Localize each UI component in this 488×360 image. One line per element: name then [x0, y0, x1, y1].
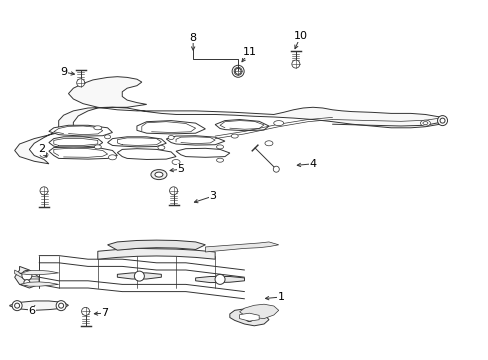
- Circle shape: [291, 60, 299, 68]
- Circle shape: [59, 303, 63, 308]
- Circle shape: [439, 118, 444, 123]
- Circle shape: [232, 65, 244, 77]
- Polygon shape: [239, 313, 259, 321]
- Text: 2: 2: [38, 144, 45, 154]
- Text: 8: 8: [189, 33, 196, 43]
- Circle shape: [15, 303, 20, 308]
- Polygon shape: [166, 136, 224, 145]
- Circle shape: [24, 280, 30, 285]
- Circle shape: [12, 301, 22, 311]
- Ellipse shape: [94, 145, 101, 149]
- Circle shape: [134, 271, 144, 281]
- Polygon shape: [107, 240, 205, 250]
- Ellipse shape: [104, 135, 110, 139]
- Text: 4: 4: [309, 159, 316, 169]
- Circle shape: [22, 270, 32, 280]
- Ellipse shape: [158, 145, 164, 150]
- Ellipse shape: [94, 126, 102, 130]
- Polygon shape: [117, 273, 161, 279]
- Polygon shape: [15, 266, 39, 288]
- Circle shape: [234, 67, 242, 75]
- Circle shape: [169, 187, 177, 195]
- Circle shape: [245, 314, 253, 321]
- Polygon shape: [49, 137, 102, 147]
- Circle shape: [437, 116, 447, 126]
- Polygon shape: [49, 125, 112, 136]
- Ellipse shape: [422, 122, 427, 125]
- Text: 3: 3: [209, 191, 216, 201]
- Text: 10: 10: [293, 31, 307, 41]
- Circle shape: [235, 68, 241, 74]
- Polygon shape: [49, 147, 117, 159]
- Ellipse shape: [264, 141, 272, 146]
- Polygon shape: [239, 304, 278, 319]
- Ellipse shape: [168, 135, 174, 140]
- Polygon shape: [10, 301, 68, 310]
- Ellipse shape: [231, 134, 238, 138]
- Circle shape: [40, 187, 48, 195]
- Text: 6: 6: [28, 306, 35, 316]
- Polygon shape: [117, 149, 176, 159]
- Polygon shape: [137, 121, 205, 134]
- Polygon shape: [195, 276, 244, 283]
- Polygon shape: [15, 270, 39, 279]
- Text: 5: 5: [177, 164, 184, 174]
- Ellipse shape: [420, 120, 429, 126]
- Ellipse shape: [216, 158, 223, 162]
- Ellipse shape: [40, 152, 48, 157]
- Polygon shape: [215, 120, 268, 131]
- Polygon shape: [20, 282, 59, 286]
- Polygon shape: [15, 77, 444, 164]
- Polygon shape: [205, 242, 278, 252]
- Text: 7: 7: [102, 308, 108, 318]
- Ellipse shape: [108, 155, 116, 160]
- Text: 9: 9: [60, 67, 67, 77]
- Polygon shape: [98, 248, 215, 259]
- Ellipse shape: [216, 145, 223, 149]
- Ellipse shape: [273, 121, 283, 126]
- Circle shape: [77, 79, 84, 87]
- Ellipse shape: [155, 172, 163, 177]
- Circle shape: [273, 166, 279, 172]
- Text: 1: 1: [277, 292, 284, 302]
- Polygon shape: [176, 148, 229, 157]
- Polygon shape: [107, 137, 166, 147]
- Circle shape: [56, 301, 66, 311]
- Polygon shape: [229, 309, 268, 326]
- Circle shape: [215, 274, 224, 284]
- Ellipse shape: [172, 159, 180, 165]
- Ellipse shape: [151, 170, 166, 180]
- Text: 11: 11: [242, 47, 256, 57]
- Circle shape: [81, 307, 89, 315]
- Polygon shape: [20, 270, 59, 275]
